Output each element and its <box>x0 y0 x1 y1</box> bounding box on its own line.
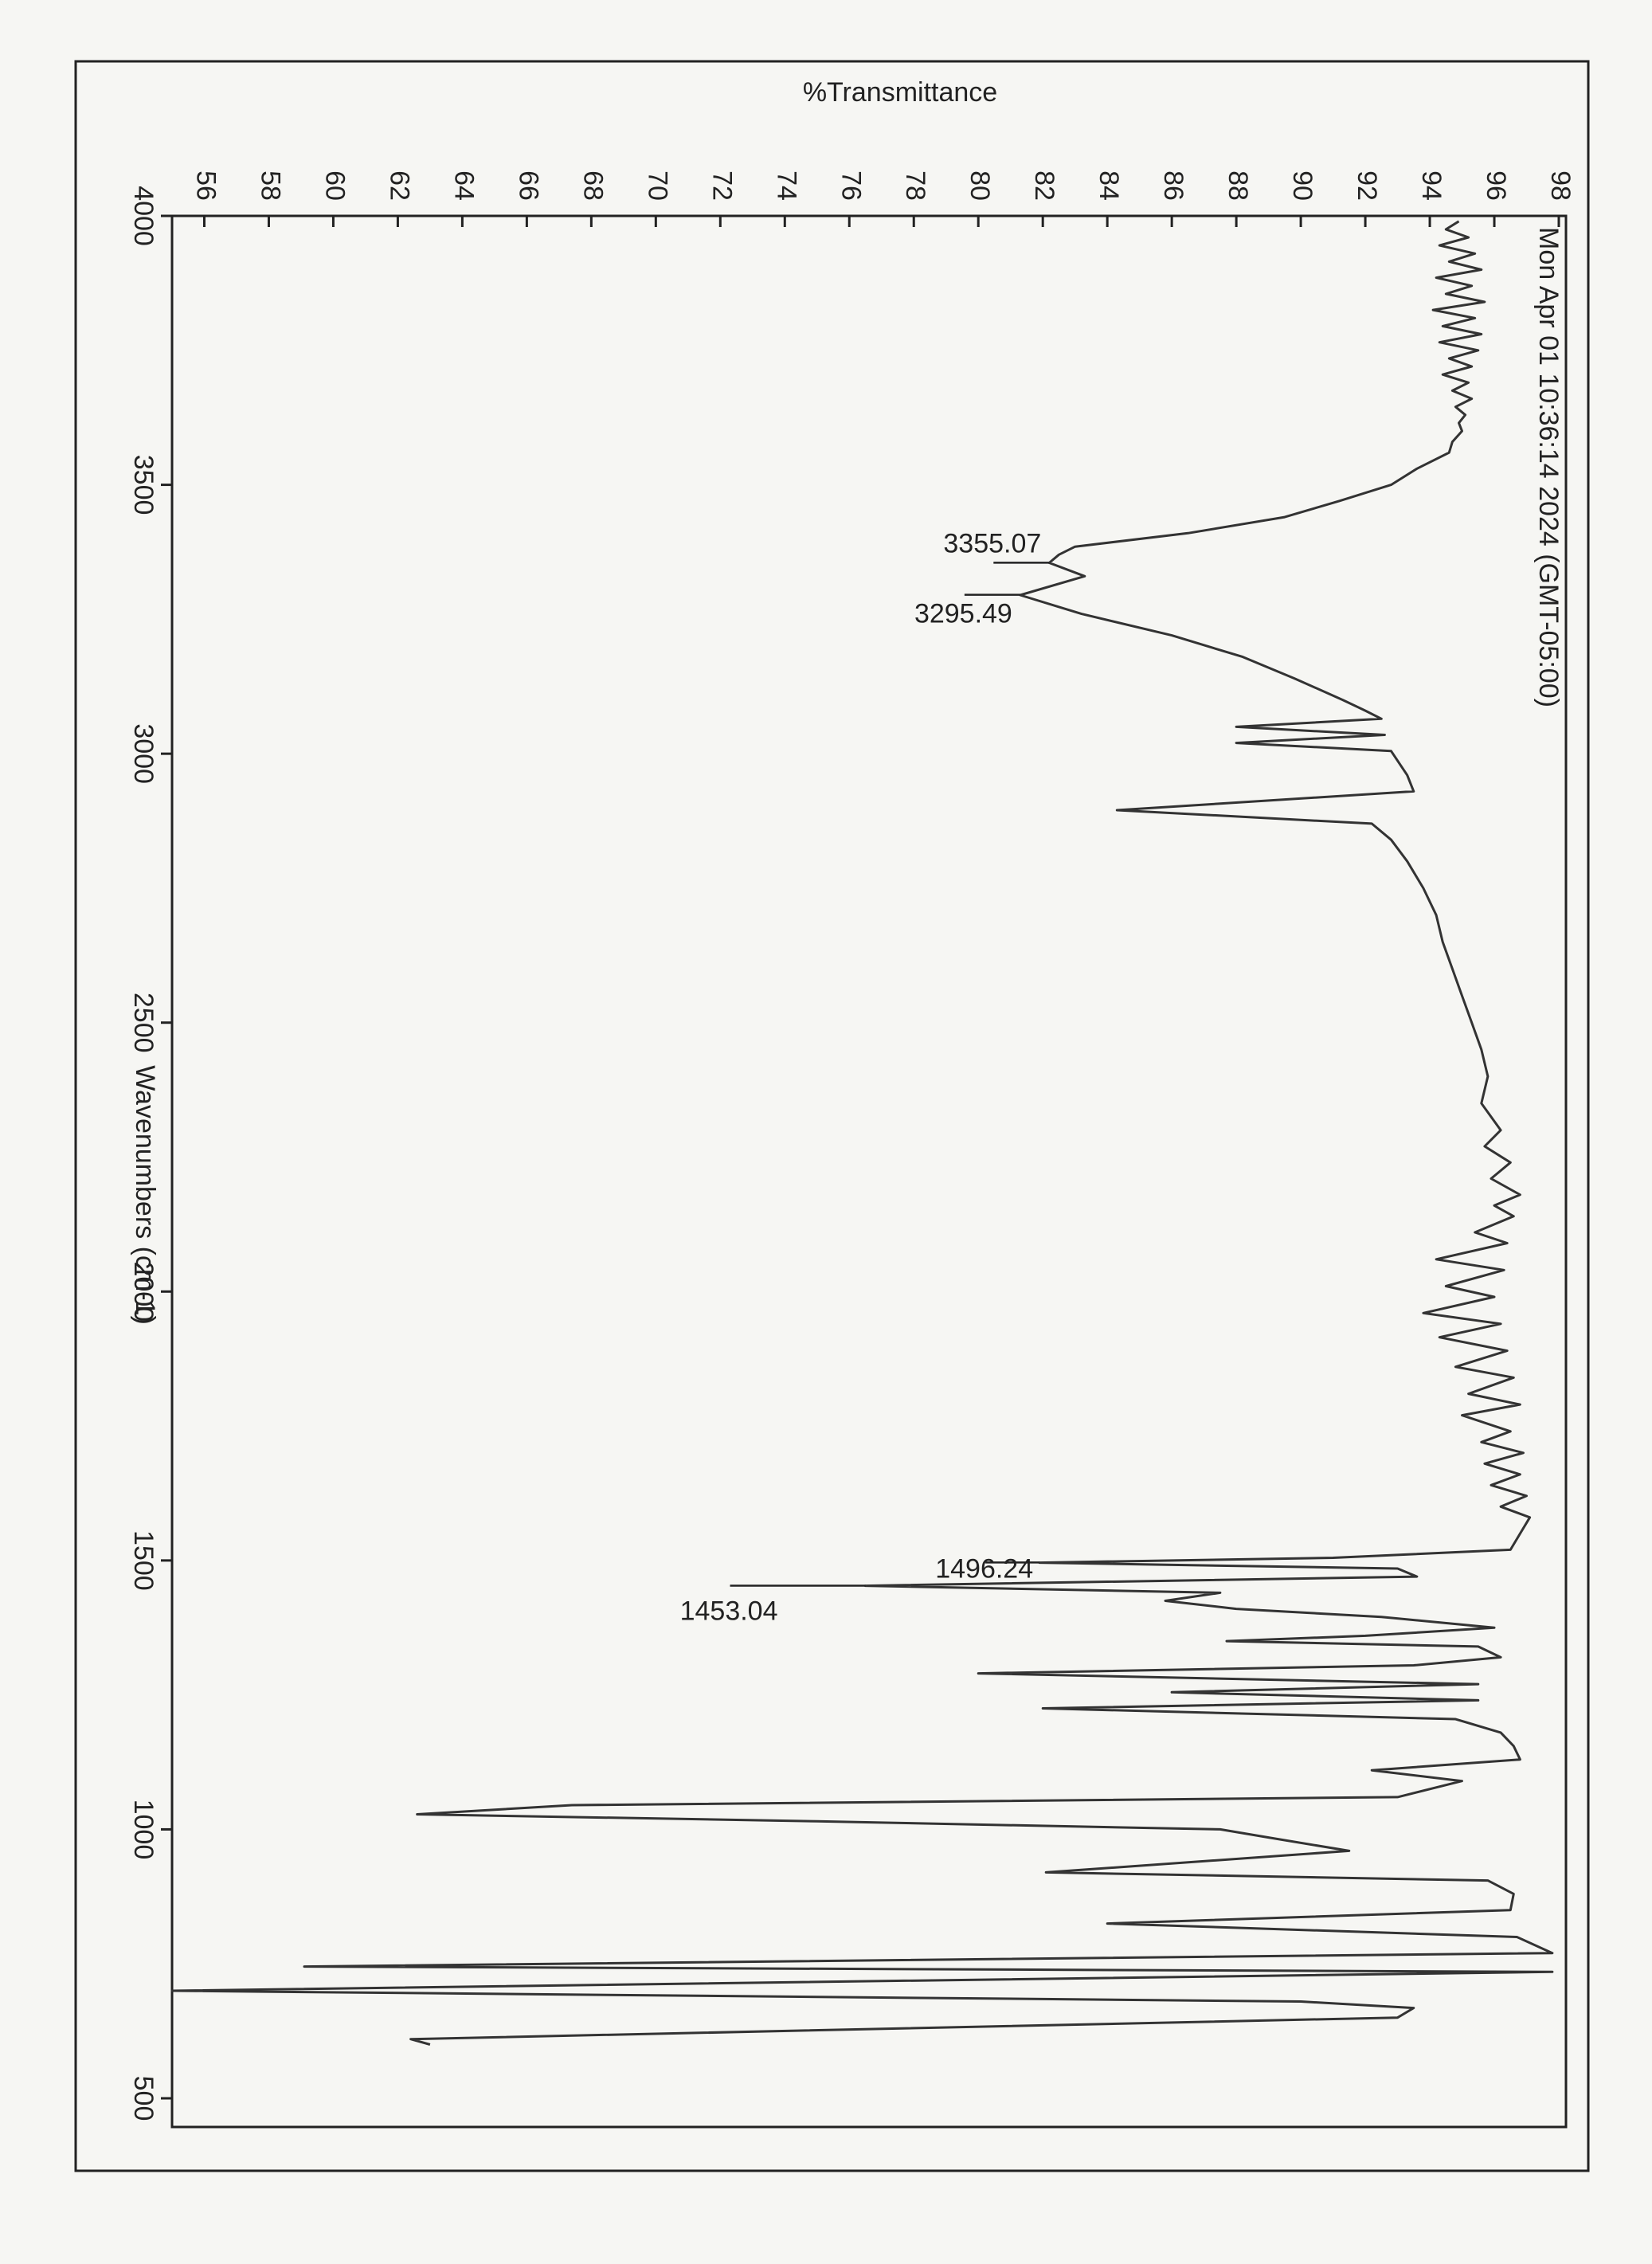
timestamp: Mon Apr 01 10:36:14 2024 (GMT-05:00) <box>1533 227 1564 707</box>
y-tick-label: 60 <box>319 170 350 201</box>
y-tick-label: 84 <box>1094 170 1124 201</box>
y-tick-label: 92 <box>1352 170 1382 201</box>
x-tick-label: 1500 <box>128 1530 159 1591</box>
y-tick-label: 72 <box>707 170 737 201</box>
y-tick-label: 98 <box>1545 170 1576 201</box>
y-tick-label: 62 <box>384 170 414 201</box>
y-tick-label: 80 <box>965 170 995 201</box>
x-tick-label: 3500 <box>128 455 159 515</box>
x-axis-title: Wavenumbers (cm-1) <box>130 1065 160 1325</box>
y-tick-label: 56 <box>191 170 221 201</box>
x-tick-label: 2500 <box>128 993 159 1053</box>
x-tick-label: 2000 <box>128 1261 159 1322</box>
y-tick-label: 94 <box>1416 170 1446 201</box>
annotation-label: 3295.49 <box>914 599 1012 629</box>
page-frame <box>74 60 1590 2172</box>
y-tick-label: 86 <box>1158 170 1188 201</box>
y-tick-label: 64 <box>448 170 479 201</box>
x-tick-label: 4000 <box>128 186 159 246</box>
y-tick-label: 96 <box>1481 170 1511 201</box>
x-tick-label: 500 <box>128 2076 159 2121</box>
x-tick-label: 3000 <box>128 723 159 784</box>
y-tick-label: 82 <box>1029 170 1059 201</box>
y-tick-label: 90 <box>1287 170 1317 201</box>
x-tick-label: 1000 <box>128 1800 159 1860</box>
y-tick-label: 70 <box>642 170 672 201</box>
y-tick-label: 76 <box>836 170 866 201</box>
y-tick-label: 74 <box>771 170 801 201</box>
y-tick-label: 58 <box>255 170 285 201</box>
annotation-label: 1453.04 <box>680 1596 778 1627</box>
spectrum-line <box>170 220 1554 2046</box>
y-axis-title: %Transmittance <box>803 77 997 108</box>
y-tick-label: 66 <box>513 170 543 201</box>
plot-frame <box>170 214 1568 2129</box>
y-tick-label: 78 <box>900 170 930 201</box>
annotation-label: 1496.24 <box>935 1553 1033 1584</box>
y-tick-label: 68 <box>577 170 608 201</box>
annotation-label: 3355.07 <box>943 528 1041 558</box>
y-tick-label: 88 <box>1223 170 1253 201</box>
